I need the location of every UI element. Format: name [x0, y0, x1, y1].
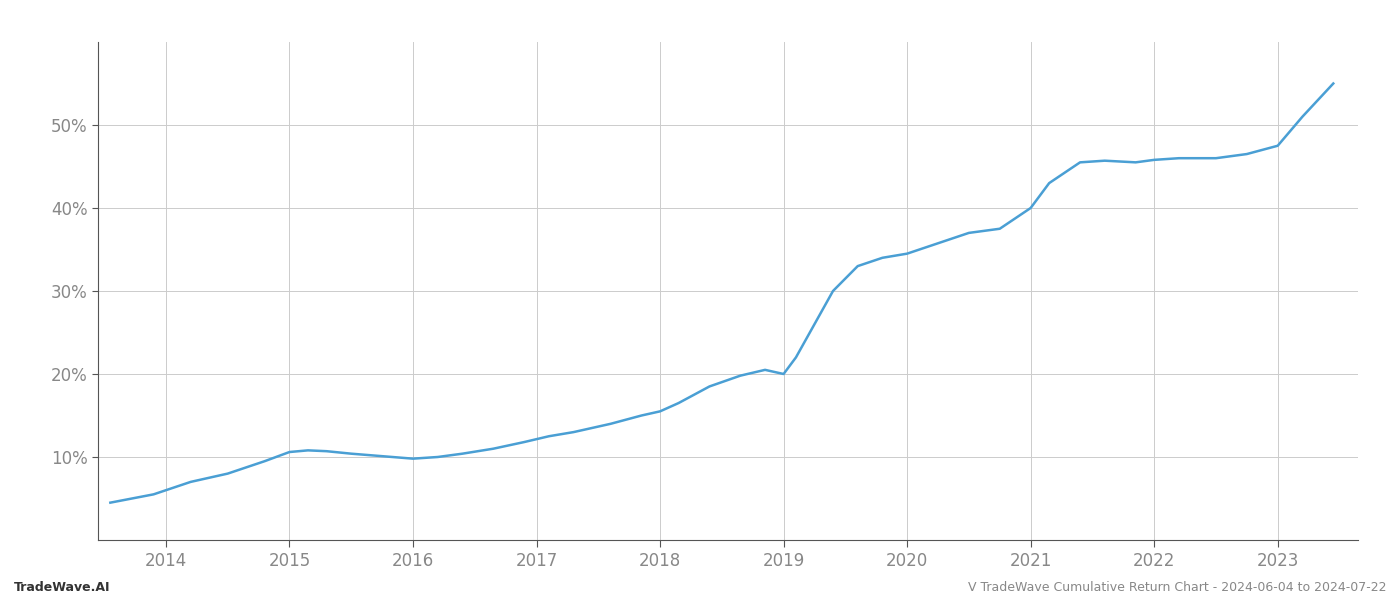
Text: TradeWave.AI: TradeWave.AI	[14, 581, 111, 594]
Text: V TradeWave Cumulative Return Chart - 2024-06-04 to 2024-07-22: V TradeWave Cumulative Return Chart - 20…	[967, 581, 1386, 594]
